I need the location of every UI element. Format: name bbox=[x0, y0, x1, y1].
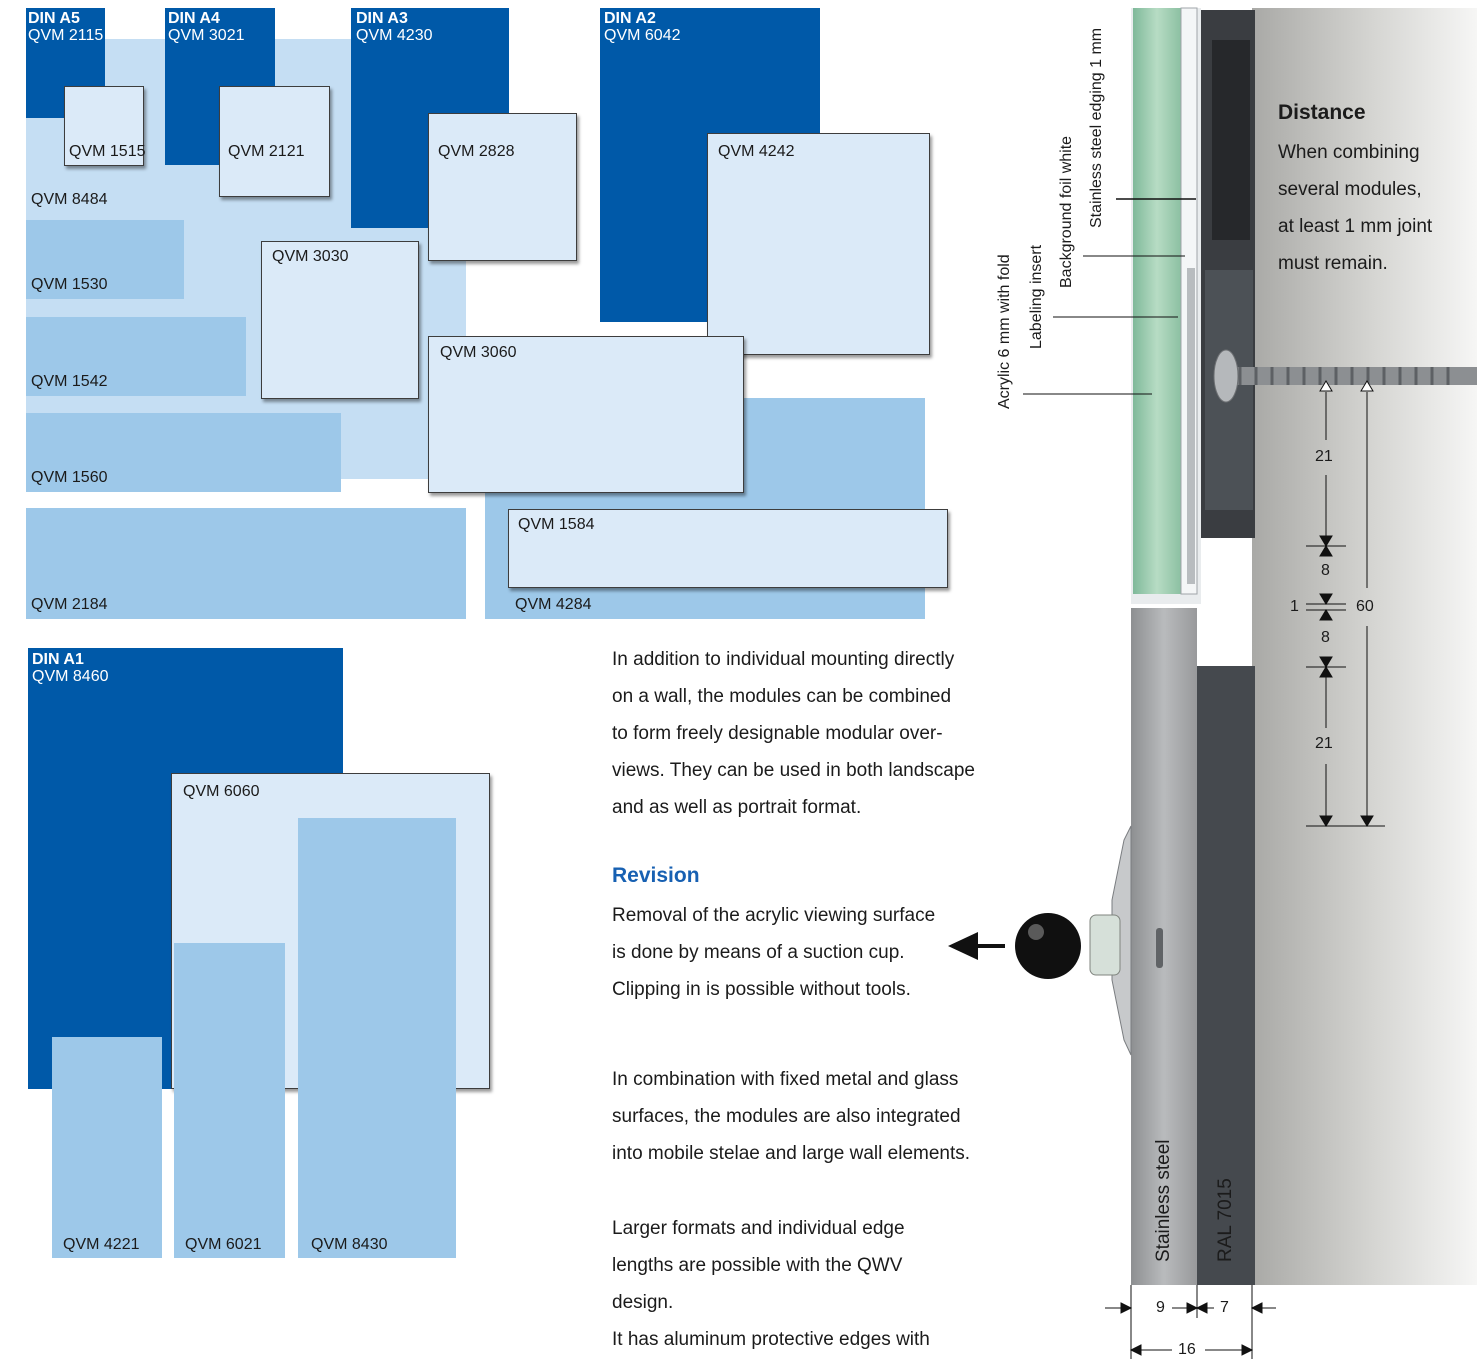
qvm2828-panel bbox=[428, 113, 577, 261]
suction-knob bbox=[1015, 913, 1081, 979]
qvm2828-label: QVM 2828 bbox=[438, 143, 515, 160]
foil-label: Background foil white bbox=[1058, 135, 1075, 288]
qvm4221-label: QVM 4221 bbox=[63, 1236, 140, 1253]
distance-text: When combining several modules, at least 1… bbox=[1278, 142, 1433, 274]
distance-heading: Distance bbox=[1278, 101, 1366, 124]
qvm3030-label: QVM 3030 bbox=[272, 248, 349, 265]
qvm1584-label: QVM 1584 bbox=[518, 516, 595, 533]
acrylic-label: Acrylic 6 mm with fold bbox=[996, 254, 1013, 409]
qvm3060-panel bbox=[428, 336, 744, 493]
din-a5-label: DIN A5 QVM 2115 bbox=[28, 10, 104, 44]
qvm1515-label: QVM 1515 bbox=[69, 143, 146, 160]
qvm3030-panel bbox=[261, 241, 419, 399]
qvm4284-label: QVM 4284 bbox=[515, 596, 592, 613]
qvm8430-label: QVM 8430 bbox=[311, 1236, 388, 1253]
qvm8484-label: QVM 8484 bbox=[31, 191, 108, 208]
dim-8-bottom: 8 bbox=[1321, 629, 1330, 646]
qvm6021-label: QVM 6021 bbox=[185, 1236, 262, 1253]
din-a2-label: DIN A2 QVM 6042 bbox=[604, 10, 681, 44]
qvm1560-panel bbox=[26, 413, 341, 492]
revision-paragraph: Removal of the acrylic viewing surface is… bbox=[612, 905, 936, 1000]
qvm1515-panel bbox=[64, 86, 144, 166]
qvm1542-label: QVM 1542 bbox=[31, 373, 108, 390]
qvm4221-panel bbox=[52, 1037, 162, 1258]
dim-21-bottom: 21 bbox=[1315, 735, 1333, 752]
dim-16: 16 bbox=[1178, 1341, 1196, 1358]
intro-paragraph: In addition to individual mounting direc… bbox=[612, 649, 975, 818]
qvm1560-label: QVM 1560 bbox=[31, 469, 108, 486]
qvm1584-panel bbox=[508, 509, 948, 588]
qvm1542-panel bbox=[26, 317, 246, 396]
dim-9: 9 bbox=[1156, 1299, 1165, 1316]
ral-label: RAL 7015 bbox=[1215, 1178, 1236, 1262]
larger-formats-paragraph: Larger formats and individual edge length… bbox=[612, 1218, 930, 1350]
insert-label: Labeling insert bbox=[1028, 244, 1045, 349]
lower-wall-bracket bbox=[1197, 666, 1255, 1285]
qvm2121-panel bbox=[219, 86, 330, 197]
stainless-steel-label: Stainless steel bbox=[1153, 1139, 1174, 1262]
qvm6060-label: QVM 6060 bbox=[183, 783, 260, 800]
dim-60: 60 bbox=[1356, 598, 1374, 615]
suction-cup bbox=[1111, 825, 1132, 1056]
qvm3060-label: QVM 3060 bbox=[440, 344, 517, 361]
qvm2184-panel bbox=[26, 508, 466, 619]
qvm1530-panel bbox=[26, 220, 184, 299]
dim-1: 1 bbox=[1290, 598, 1299, 615]
concrete-wall bbox=[1252, 8, 1477, 1285]
edging-label: Stainless steel edging 1 mm bbox=[1088, 27, 1105, 228]
revision-heading: Revision bbox=[612, 864, 700, 887]
combination-paragraph: In combination with fixed metal and glas… bbox=[612, 1069, 971, 1164]
qvm2121-label: QVM 2121 bbox=[228, 143, 305, 160]
din-a1-label: DIN A1 QVM 8460 bbox=[32, 651, 109, 685]
qvm6021-panel bbox=[174, 943, 285, 1258]
mounting-section-drawing bbox=[948, 7, 1477, 1359]
din-a3-label: DIN A3 QVM 4230 bbox=[356, 10, 433, 44]
dim-7: 7 bbox=[1220, 1299, 1229, 1316]
stainless-steel-frame bbox=[1131, 608, 1197, 1285]
din-a4-label: DIN A4 QVM 3021 bbox=[168, 10, 245, 44]
dim-8-top: 8 bbox=[1321, 562, 1330, 579]
qvm4242-panel bbox=[707, 133, 930, 355]
qvm1530-label: QVM 1530 bbox=[31, 276, 108, 293]
qvm8430-panel bbox=[298, 818, 456, 1258]
dim-21-top: 21 bbox=[1315, 448, 1333, 465]
qvm4242-label: QVM 4242 bbox=[718, 143, 795, 160]
acrylic-panel bbox=[1133, 8, 1181, 594]
qvm2184-label: QVM 2184 bbox=[31, 596, 108, 613]
